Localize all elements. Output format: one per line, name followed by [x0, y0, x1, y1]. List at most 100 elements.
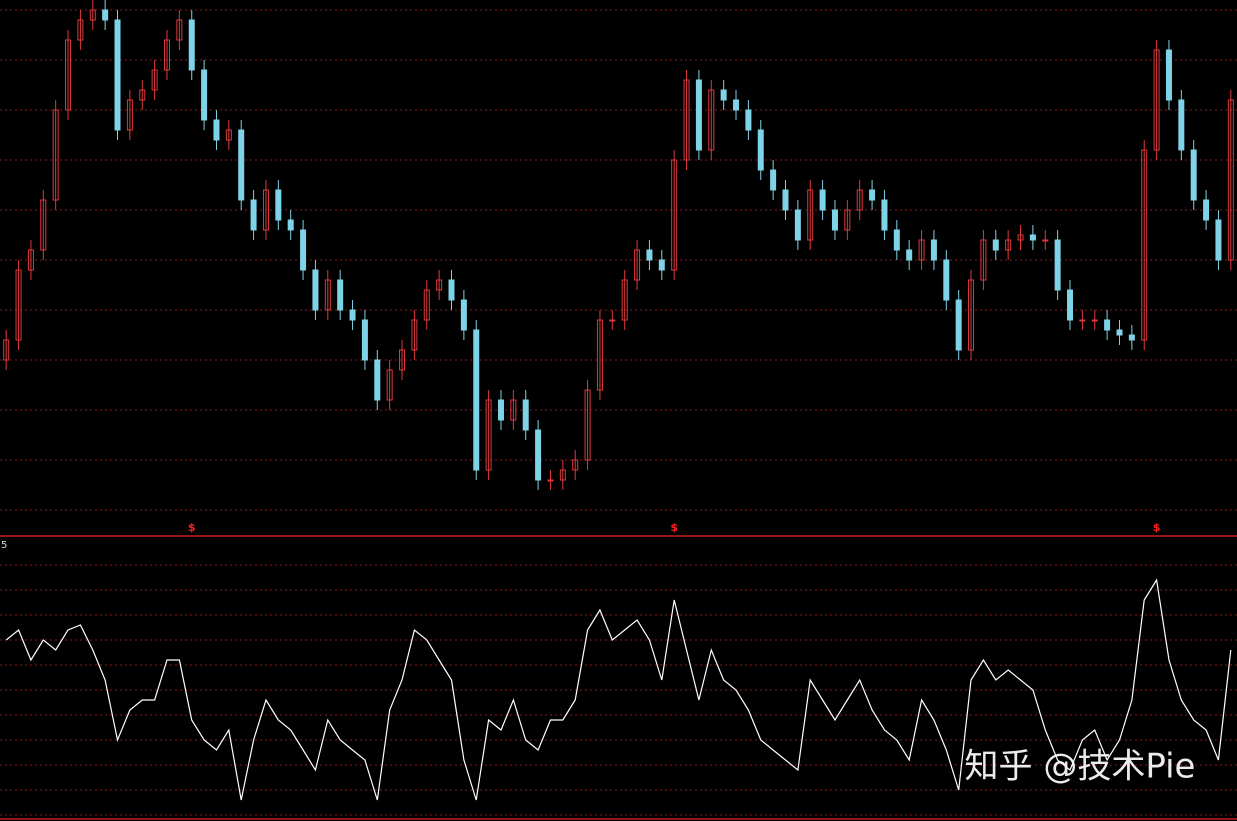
candle-body [176, 19, 183, 41]
candle-body [844, 209, 851, 231]
candle-body [930, 239, 937, 261]
candle-body [634, 249, 641, 281]
candle-body [324, 279, 331, 311]
candle-body [683, 79, 690, 161]
candle-body [745, 109, 752, 131]
candle-body [535, 429, 542, 481]
candle-body [646, 249, 653, 261]
candle-body [819, 189, 826, 211]
candle-body [980, 239, 987, 281]
candle-body [893, 229, 900, 251]
candle-body [720, 89, 727, 101]
watermark: 知乎 @技术Pie [965, 747, 1196, 787]
candle-body [1029, 234, 1036, 241]
candle-body [757, 129, 764, 171]
candle-body [386, 369, 393, 401]
candle-body [955, 299, 962, 351]
candle-body [596, 319, 603, 391]
indicator-label: 5 [1, 540, 7, 551]
candle-body [436, 279, 443, 291]
candle-body [213, 119, 220, 141]
candle-body [411, 319, 418, 351]
candle-body [52, 109, 59, 201]
candle-body [1215, 219, 1222, 261]
candle-body [423, 289, 430, 321]
candle-body [1165, 49, 1172, 101]
candle-body [782, 189, 789, 211]
candle-body [1005, 239, 1012, 251]
candle-body [77, 19, 84, 41]
candle-body [1153, 49, 1160, 151]
candle-body [1203, 199, 1210, 221]
candle-body [1017, 234, 1024, 241]
candle-body [485, 399, 492, 471]
candle-body [906, 249, 913, 261]
candle-body [522, 399, 529, 431]
candle-body [139, 89, 146, 101]
candle-body [1067, 289, 1074, 321]
candle-body [114, 19, 121, 131]
candle-body [473, 329, 480, 471]
candle-body [399, 349, 406, 371]
candle-body [349, 309, 356, 321]
candle-body [126, 99, 133, 131]
candle-body [733, 99, 740, 111]
candle-body [262, 189, 269, 231]
signal-marker: $ [1153, 521, 1161, 534]
candle-body [89, 9, 96, 21]
indicator-line [5, 578, 1232, 801]
candle-body [807, 189, 814, 241]
signal-marker: $ [188, 521, 196, 534]
candle-body [27, 249, 34, 271]
candle-body [1091, 319, 1098, 322]
candle-body [881, 199, 888, 231]
candle-body [695, 79, 702, 151]
candle-body [163, 39, 170, 71]
candle-body [621, 279, 628, 321]
candle-body [671, 159, 678, 271]
candle-body [188, 19, 195, 71]
candle-body [238, 129, 245, 201]
candle-body [559, 469, 566, 481]
candle-body [312, 269, 319, 311]
candle-body [361, 319, 368, 361]
candle-body [65, 39, 72, 111]
candle-body [992, 239, 999, 251]
candle-body [102, 9, 109, 21]
candle-body [831, 209, 838, 231]
candle-body [1128, 334, 1135, 341]
candle-body [374, 359, 381, 401]
candle-body [1141, 149, 1148, 341]
candle-body [708, 89, 715, 151]
candle-body [918, 239, 925, 261]
candle-body [1104, 319, 1111, 331]
candle-body [15, 269, 22, 341]
candle-body [448, 279, 455, 301]
candle-body [337, 279, 344, 311]
candle-body [151, 69, 158, 91]
candle-body [572, 459, 579, 471]
candle-body [968, 279, 975, 351]
candle-body [794, 209, 801, 241]
candle-body [1178, 99, 1185, 151]
candle-body [1227, 99, 1234, 261]
candle-body [497, 399, 504, 421]
candle-body [856, 189, 863, 211]
candle-body [1079, 319, 1086, 322]
candle-body [547, 479, 554, 482]
candle-body [510, 399, 517, 421]
candle-body [584, 389, 591, 461]
candle-body [460, 299, 467, 331]
candle-body [275, 189, 282, 221]
candle-body [3, 339, 10, 361]
candle-body [225, 129, 232, 141]
candle-body [1054, 239, 1061, 291]
candle-body [287, 219, 294, 231]
signal-marker: $ [670, 521, 678, 534]
candle-body [943, 259, 950, 301]
candle-body [300, 229, 307, 271]
candle-body [658, 259, 665, 271]
candle-body [1116, 329, 1123, 336]
candle-body [770, 169, 777, 191]
